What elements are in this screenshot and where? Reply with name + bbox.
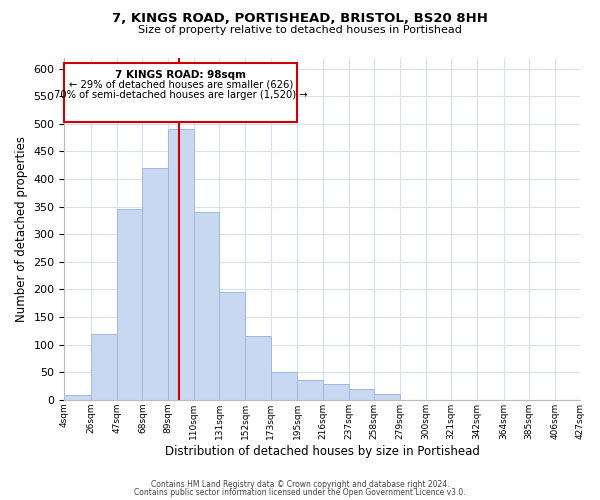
Text: 70% of semi-detached houses are larger (1,520) →: 70% of semi-detached houses are larger (… [54,90,308,100]
Bar [91,334,117,400]
Text: 7, KINGS ROAD, PORTISHEAD, BRISTOL, BS20 8HH: 7, KINGS ROAD, PORTISHEAD, BRISTOL, BS20… [112,12,488,26]
Bar [374,394,400,400]
Text: Contains HM Land Registry data © Crown copyright and database right 2024.: Contains HM Land Registry data © Crown c… [151,480,449,489]
Bar [168,130,194,400]
FancyBboxPatch shape [64,63,298,122]
Bar [271,372,298,400]
X-axis label: Distribution of detached houses by size in Portishead: Distribution of detached houses by size … [165,444,480,458]
Text: 7 KINGS ROAD: 98sqm: 7 KINGS ROAD: 98sqm [115,70,247,80]
Text: Contains public sector information licensed under the Open Government Licence v3: Contains public sector information licen… [134,488,466,497]
Bar [194,212,220,400]
Bar [64,396,91,400]
Bar [349,389,374,400]
Text: Size of property relative to detached houses in Portishead: Size of property relative to detached ho… [138,25,462,35]
Bar [220,292,245,400]
Y-axis label: Number of detached properties: Number of detached properties [15,136,28,322]
Text: ← 29% of detached houses are smaller (626): ← 29% of detached houses are smaller (62… [69,80,293,90]
Bar [117,210,142,400]
Bar [323,384,349,400]
Bar [298,380,323,400]
Bar [142,168,168,400]
Bar [245,336,271,400]
